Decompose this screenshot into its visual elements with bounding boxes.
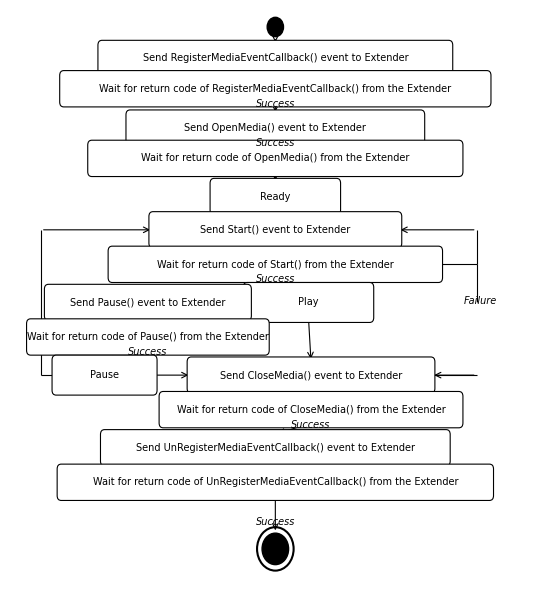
FancyBboxPatch shape	[126, 110, 425, 146]
Text: Wait for return code of Pause() from the Extender: Wait for return code of Pause() from the…	[27, 332, 269, 342]
Text: Wait for return code of UnRegisterMediaEventCallback() from the Extender: Wait for return code of UnRegisterMediaE…	[93, 477, 458, 488]
Text: Send Start() event to Extender: Send Start() event to Extender	[200, 225, 351, 235]
FancyBboxPatch shape	[243, 282, 374, 323]
FancyBboxPatch shape	[57, 464, 494, 500]
Text: Pause: Pause	[90, 370, 119, 380]
Text: Wait for return code of OpenMedia() from the Extender: Wait for return code of OpenMedia() from…	[141, 153, 409, 163]
Text: Success: Success	[256, 138, 295, 148]
Text: Failure: Failure	[464, 296, 497, 306]
FancyBboxPatch shape	[108, 246, 442, 282]
Text: Success: Success	[256, 99, 295, 109]
Circle shape	[267, 17, 284, 37]
FancyBboxPatch shape	[101, 430, 450, 466]
FancyBboxPatch shape	[88, 140, 463, 177]
Text: Wait for return code of Start() from the Extender: Wait for return code of Start() from the…	[157, 259, 394, 269]
FancyBboxPatch shape	[52, 355, 157, 395]
Text: Send UnRegisterMediaEventCallback() event to Extender: Send UnRegisterMediaEventCallback() even…	[136, 443, 415, 453]
Text: Send OpenMedia() event to Extender: Send OpenMedia() event to Extender	[184, 123, 366, 133]
Text: Success: Success	[256, 518, 295, 527]
FancyBboxPatch shape	[187, 357, 435, 393]
FancyBboxPatch shape	[210, 178, 341, 214]
Circle shape	[262, 533, 288, 565]
Text: Wait for return code of CloseMedia() from the Extender: Wait for return code of CloseMedia() fro…	[176, 404, 446, 415]
FancyBboxPatch shape	[159, 392, 463, 428]
Text: Send RegisterMediaEventCallback() event to Extender: Send RegisterMediaEventCallback() event …	[142, 54, 408, 64]
FancyBboxPatch shape	[27, 319, 269, 355]
FancyBboxPatch shape	[149, 211, 402, 248]
FancyBboxPatch shape	[44, 284, 252, 321]
FancyBboxPatch shape	[60, 71, 491, 107]
Text: Send CloseMedia() event to Extender: Send CloseMedia() event to Extender	[220, 370, 402, 380]
Text: Ready: Ready	[260, 191, 290, 202]
Text: Success: Success	[128, 347, 167, 357]
Text: Success: Success	[256, 274, 295, 285]
Text: Send Pause() event to Extender: Send Pause() event to Extender	[70, 298, 225, 307]
Text: Wait for return code of RegisterMediaEventCallback() from the Extender: Wait for return code of RegisterMediaEve…	[99, 84, 451, 93]
Text: Play: Play	[298, 298, 319, 307]
Text: Success: Success	[292, 420, 330, 430]
FancyBboxPatch shape	[98, 40, 453, 76]
